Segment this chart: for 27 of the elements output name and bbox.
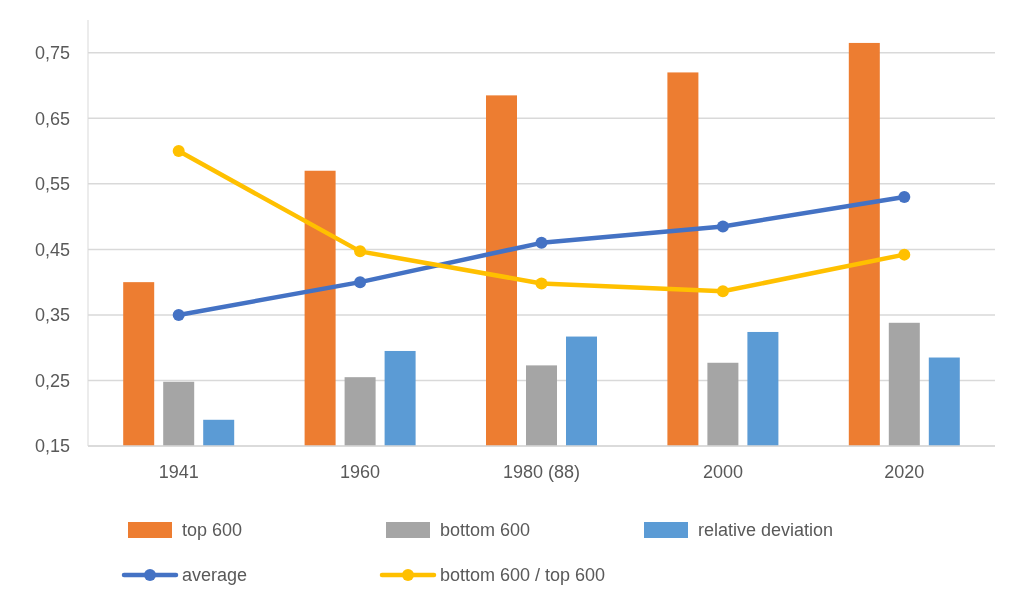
- legend-label: top 600: [182, 520, 243, 541]
- point: [535, 277, 548, 290]
- y-tick-label: 0,55: [34, 174, 70, 195]
- x-tick-label: 1960: [340, 462, 381, 482]
- y-tick-label: 0,35: [34, 305, 70, 326]
- legend-label: average: [182, 565, 248, 586]
- y-tick-label: 0,45: [34, 239, 70, 260]
- point: [898, 248, 911, 261]
- y-tick-label: 0,65: [34, 108, 70, 129]
- point: [354, 276, 367, 289]
- point: [354, 245, 367, 258]
- legend-label: bottom 600: [440, 520, 531, 541]
- y-tick-label: 0,25: [34, 370, 70, 391]
- x-tick-label: 2020: [884, 462, 925, 482]
- point: [172, 145, 185, 158]
- point: [172, 308, 185, 321]
- y-tick-label: 0,15: [34, 436, 70, 457]
- point: [898, 190, 911, 203]
- x-tick-label: 1980 (88): [502, 462, 581, 482]
- point: [535, 236, 548, 249]
- point: [716, 285, 729, 298]
- legend-label: bottom 600 / top 600: [440, 565, 606, 586]
- y-tick-label: 0,75: [34, 43, 70, 64]
- legend-label: relative deviation: [698, 520, 834, 541]
- x-tick-label: 1941: [158, 462, 199, 482]
- x-tick-label: 2000: [702, 462, 743, 482]
- point: [716, 220, 729, 233]
